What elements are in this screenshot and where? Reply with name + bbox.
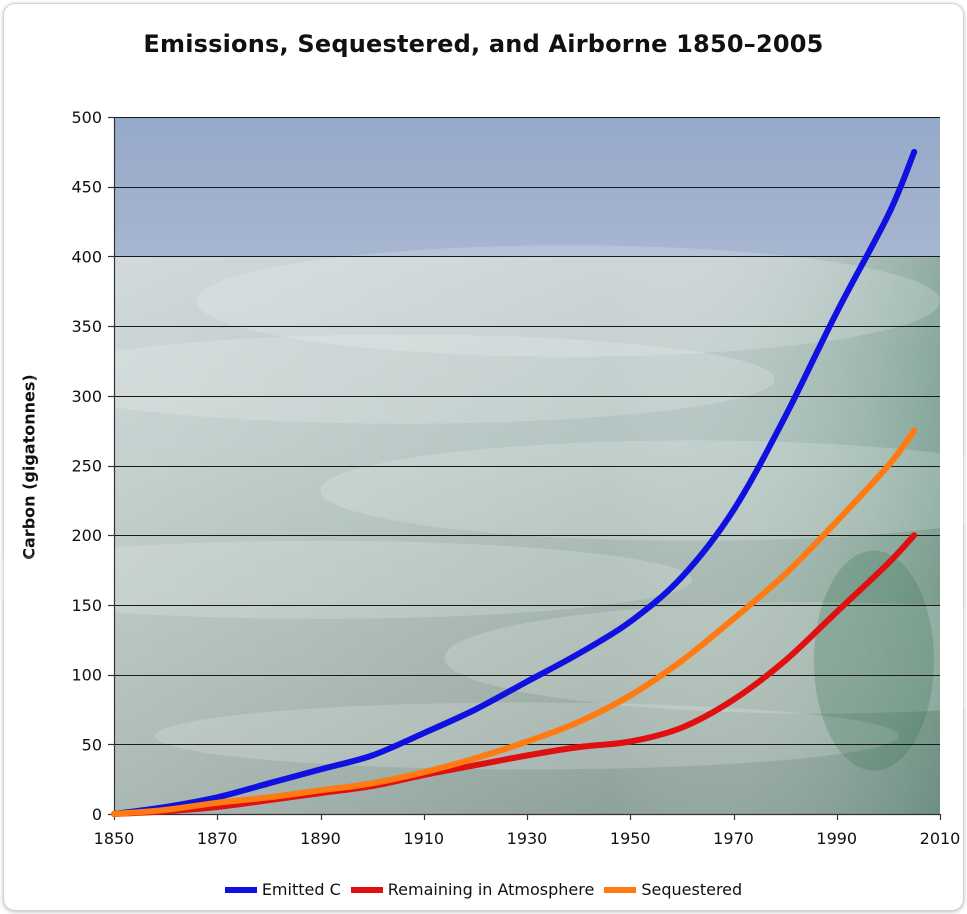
plot-background [0, 117, 967, 814]
x-tick-label: 1970 [713, 829, 754, 848]
y-tick-label: 350 [71, 317, 102, 336]
y-tick-label: 200 [71, 526, 102, 545]
legend-item-remaining-in-atmosphere: Remaining in Atmosphere [350, 880, 595, 899]
legend-item-sequestered: Sequestered [604, 880, 742, 899]
y-tick-label: 100 [71, 666, 102, 685]
y-tick-label: 500 [71, 108, 102, 127]
y-tick-label: 400 [71, 247, 102, 266]
y-tick-label: 250 [71, 457, 102, 476]
sky-region [114, 117, 940, 257]
series-line-remaining-in-atmosphere [111, 532, 918, 817]
tick-labels: 0 50 100 150 200 250 300 350 400 450 500 1850 1870 18… [71, 108, 960, 848]
legend-item-emitted-c: Emitted C [224, 880, 341, 899]
legend-label: Remaining in Atmosphere [387, 880, 595, 899]
x-tick-label: 1870 [197, 829, 238, 848]
y-tick-label: 300 [71, 387, 102, 406]
legend: Emitted C Remaining in Atmosphere Sequeste… [0, 880, 967, 899]
legend-swatch [604, 886, 637, 893]
y-tick-label: 150 [71, 596, 102, 615]
gridlines [114, 117, 940, 745]
x-tick-label: 1950 [610, 829, 651, 848]
series-line-sequestered [111, 427, 918, 817]
x-tick-label: 1930 [507, 829, 548, 848]
wave-foam [0, 540, 693, 619]
legend-swatch [224, 886, 257, 893]
series-line-emitted-c [111, 148, 918, 817]
wave-foam [320, 440, 967, 541]
x-tick-label: 1910 [403, 829, 444, 848]
wave-foam [444, 602, 967, 714]
legend-label: Emitted C [261, 880, 341, 899]
axes [108, 116, 942, 820]
wave-foam [196, 245, 940, 357]
legend-swatch [350, 886, 383, 893]
y-tick-label: 50 [82, 735, 102, 754]
x-tick-label: 1890 [300, 829, 341, 848]
legend-label: Sequestered [641, 880, 743, 899]
y-tick-label: 0 [92, 805, 102, 824]
wave-green [813, 550, 934, 771]
x-tick-label: 1990 [816, 829, 857, 848]
wave-foam [155, 702, 899, 770]
wave-foam [31, 334, 775, 424]
chart-title: Emissions, Sequestered, and Airborne 185… [143, 30, 824, 58]
x-tick-label: 2010 [920, 829, 961, 848]
series-lines [111, 148, 918, 817]
y-tick-label: 450 [71, 178, 102, 197]
x-tick-label: 1850 [94, 829, 135, 848]
